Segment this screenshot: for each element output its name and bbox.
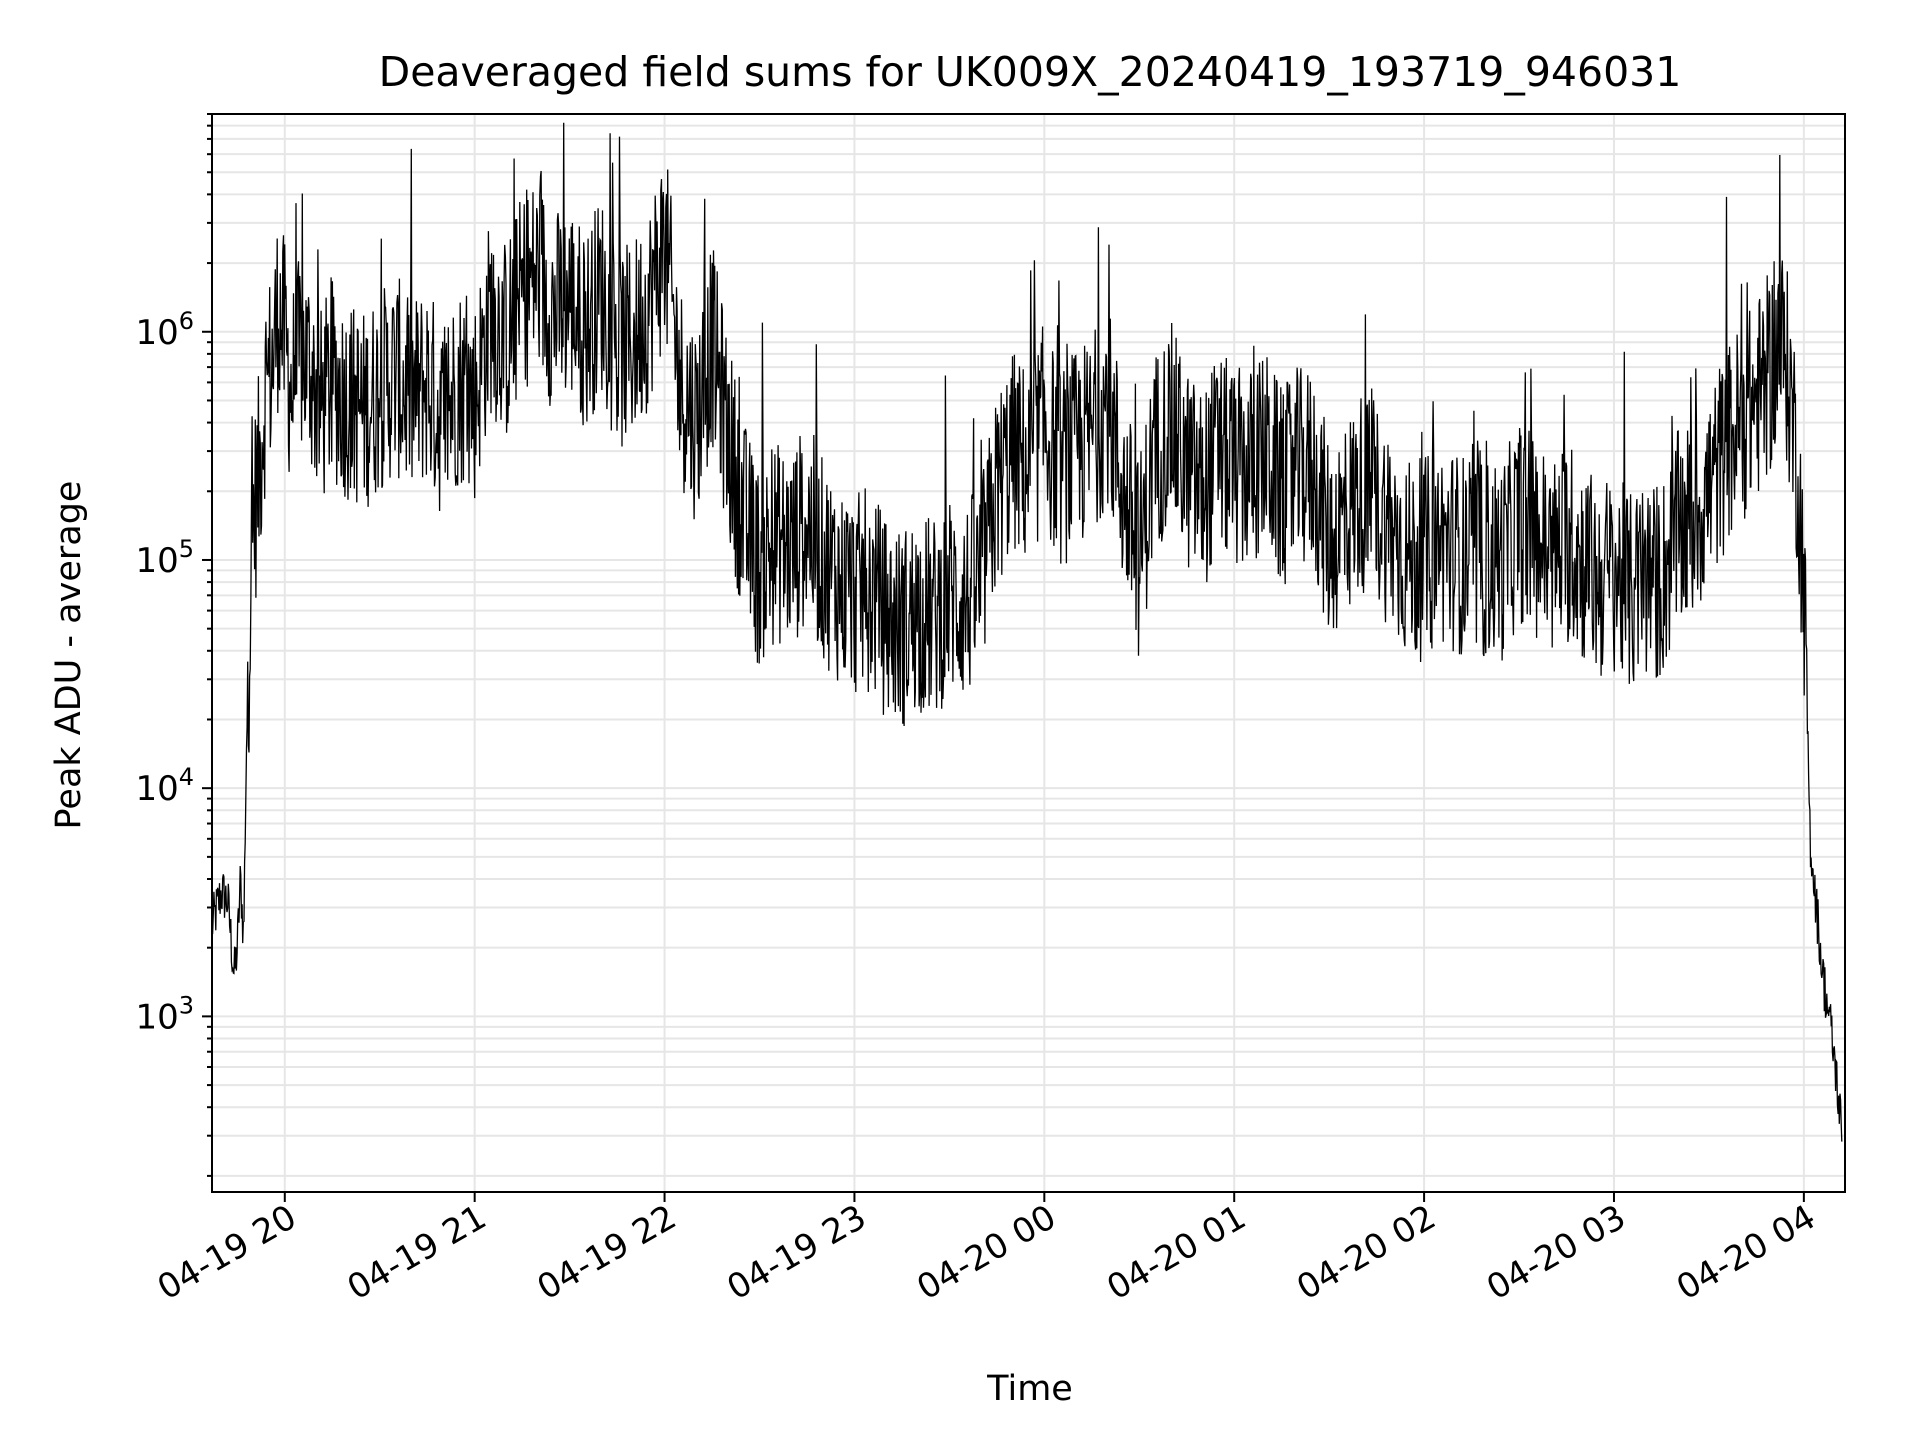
series-layer — [211, 122, 1843, 1142]
y-tick-label: 105 — [135, 535, 194, 581]
series-line — [211, 122, 1843, 1142]
chart-title: Deaveraged field sums for UK009X_2024041… — [379, 48, 1682, 96]
y-tick-label: 106 — [135, 307, 194, 353]
y-tick-label: 104 — [135, 763, 194, 809]
plot-frame — [211, 113, 1846, 1193]
y-tick-label: 103 — [135, 991, 194, 1037]
x-axis-label: Time — [986, 1369, 1073, 1409]
y-axis-label: Peak ADU - average — [49, 481, 89, 830]
